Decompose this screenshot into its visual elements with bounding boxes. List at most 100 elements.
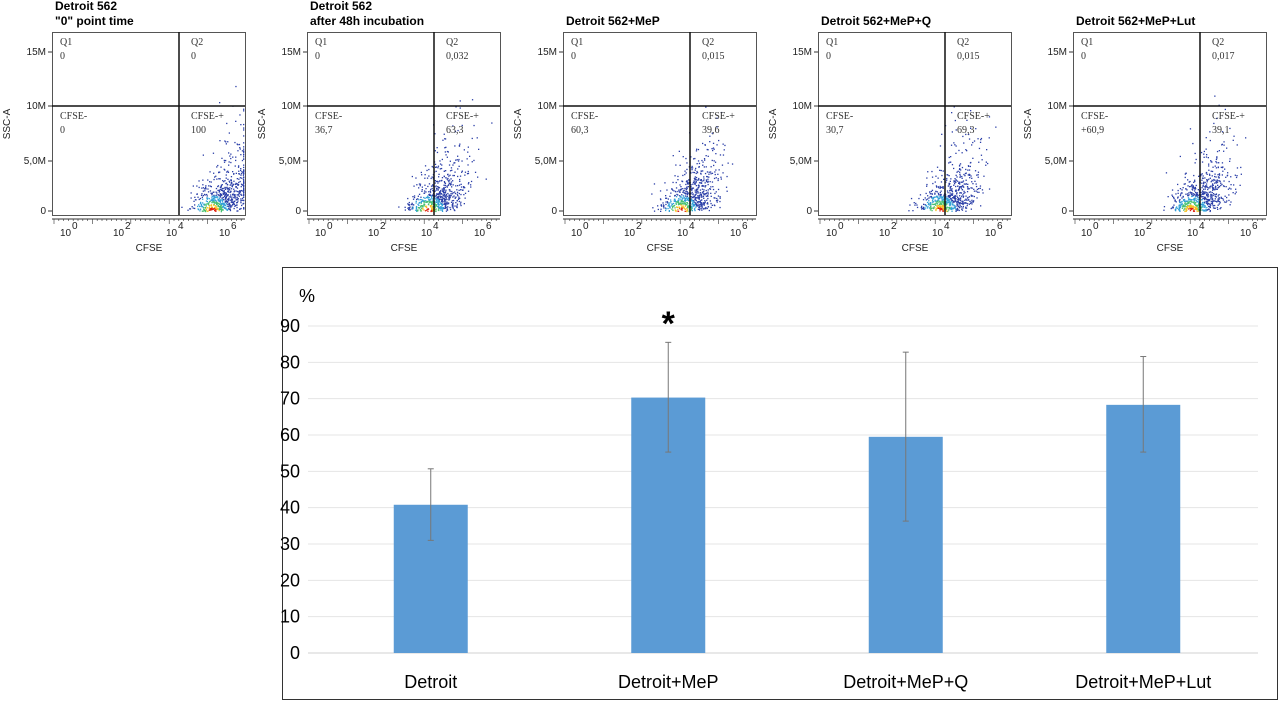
event-dot bbox=[235, 199, 237, 201]
event-dot bbox=[665, 195, 667, 197]
event-dot bbox=[1215, 196, 1217, 198]
event-dot bbox=[235, 85, 237, 88]
event-dot bbox=[1211, 194, 1213, 196]
event-dot bbox=[1204, 205, 1206, 207]
event-dot bbox=[217, 203, 219, 205]
event-dot bbox=[690, 156, 692, 158]
event-dot bbox=[1204, 206, 1206, 208]
event-dot bbox=[211, 198, 213, 200]
event-dot bbox=[445, 210, 448, 212]
event-dot bbox=[961, 202, 963, 205]
event-dot bbox=[227, 188, 229, 190]
event-dot bbox=[438, 200, 440, 202]
event-dot bbox=[452, 184, 454, 186]
event-dot bbox=[1197, 198, 1199, 200]
event-dot bbox=[198, 180, 200, 182]
event-dot bbox=[236, 183, 238, 185]
event-dot bbox=[438, 203, 440, 206]
event-dot bbox=[442, 139, 444, 141]
event-dot bbox=[1202, 203, 1204, 205]
event-dot bbox=[692, 193, 694, 195]
event-dot bbox=[1179, 206, 1181, 208]
event-dot bbox=[936, 206, 939, 208]
event-dot bbox=[1209, 177, 1211, 179]
x-tick-exponent: 2 bbox=[636, 221, 642, 232]
event-dot bbox=[413, 204, 415, 206]
event-dot bbox=[215, 196, 217, 199]
event-dot bbox=[438, 176, 440, 178]
event-dot bbox=[1192, 210, 1195, 212]
event-dot bbox=[677, 194, 679, 196]
event-dot bbox=[243, 185, 245, 187]
event-dot bbox=[928, 207, 931, 209]
event-dot bbox=[961, 189, 964, 191]
event-dot bbox=[449, 182, 451, 184]
y-tick-label: 15M bbox=[282, 47, 301, 58]
event-dot bbox=[232, 184, 234, 186]
event-dot bbox=[243, 208, 245, 210]
event-dot bbox=[227, 199, 229, 201]
event-dot bbox=[948, 196, 950, 198]
event-dot bbox=[436, 151, 439, 154]
quadrant-name: Q2 bbox=[446, 37, 458, 48]
event-dot bbox=[199, 210, 201, 212]
event-dot bbox=[1195, 192, 1198, 194]
event-dot bbox=[453, 162, 455, 164]
event-dot bbox=[978, 188, 980, 190]
event-dot bbox=[224, 198, 226, 200]
event-dot bbox=[955, 200, 957, 202]
event-dot bbox=[1204, 198, 1206, 200]
event-dot bbox=[1185, 203, 1187, 206]
event-dot bbox=[216, 178, 218, 180]
event-dot bbox=[454, 205, 456, 207]
event-dot bbox=[1209, 139, 1211, 142]
event-dot bbox=[1201, 161, 1204, 163]
event-dot bbox=[452, 196, 454, 198]
event-dot bbox=[436, 200, 439, 202]
event-dot bbox=[711, 204, 713, 206]
event-dot bbox=[932, 203, 935, 206]
event-dot bbox=[700, 170, 702, 172]
event-dot bbox=[949, 199, 951, 201]
event-dot bbox=[456, 206, 458, 209]
event-dot bbox=[1194, 206, 1197, 209]
event-dot bbox=[243, 148, 245, 150]
event-dot bbox=[936, 166, 939, 168]
y-tick-label: 15M bbox=[538, 47, 557, 58]
event-dot bbox=[435, 194, 437, 196]
event-dot bbox=[240, 207, 242, 210]
event-dot bbox=[692, 205, 694, 207]
event-dot bbox=[243, 179, 245, 181]
event-dot bbox=[987, 162, 989, 165]
event-dot bbox=[446, 198, 448, 201]
x-tick-base: 10 bbox=[932, 228, 944, 239]
event-dot bbox=[1207, 200, 1209, 202]
event-dot bbox=[698, 196, 700, 198]
x-tick-exponent: 2 bbox=[125, 221, 131, 232]
event-dot bbox=[224, 207, 226, 209]
event-dot bbox=[706, 176, 709, 178]
event-dot bbox=[230, 194, 232, 196]
event-dot bbox=[1191, 192, 1193, 194]
event-dot bbox=[1186, 205, 1188, 208]
event-dot bbox=[957, 205, 959, 208]
event-dot bbox=[1182, 187, 1184, 189]
event-dot bbox=[453, 174, 455, 177]
event-dot bbox=[432, 185, 434, 187]
event-dot bbox=[921, 205, 923, 207]
event-dot bbox=[1222, 197, 1224, 200]
event-dot bbox=[939, 185, 941, 188]
event-dot bbox=[219, 195, 221, 197]
event-dot bbox=[214, 208, 216, 210]
event-dot bbox=[413, 195, 416, 197]
event-dot bbox=[704, 144, 706, 146]
event-dot bbox=[219, 194, 222, 196]
event-dot bbox=[1181, 197, 1183, 199]
event-dot bbox=[233, 190, 236, 192]
event-dot bbox=[966, 191, 969, 193]
event-dot bbox=[1223, 185, 1225, 188]
event-dot bbox=[700, 196, 702, 198]
event-dot bbox=[674, 175, 676, 177]
event-dot bbox=[954, 180, 956, 182]
